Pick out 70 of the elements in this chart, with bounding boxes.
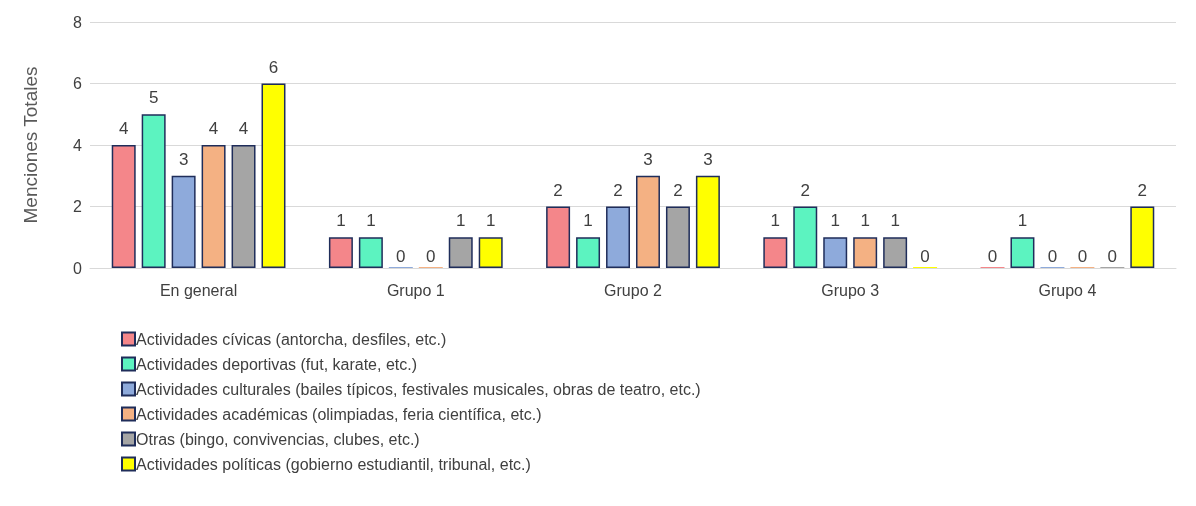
legend-label: Actividades políticas (gobierno estudiantil, tribunal, etc.)	[136, 455, 531, 473]
bar	[448, 237, 473, 268]
data-label: 1	[366, 211, 376, 231]
legend-label: Actividades culturales (bailes típicos, festivales musicales, obras de teatro, etc.)	[136, 380, 701, 398]
data-label: 1	[1017, 211, 1028, 231]
bar	[358, 237, 383, 268]
data-label: 3	[703, 149, 713, 169]
data-label: 1	[485, 211, 496, 231]
data-label: 2	[673, 180, 683, 200]
legend-label: Actividades cívicas (antorcha, desfiles, etc.)	[136, 330, 447, 348]
data-label: 3	[178, 149, 189, 169]
x-tick-label: Grupo 1	[386, 281, 445, 299]
bar	[793, 206, 818, 268]
bar	[171, 175, 196, 268]
data-label: 2	[613, 180, 623, 200]
bar	[328, 237, 353, 268]
y-axis-title: Menciones Totales	[20, 66, 41, 224]
x-tick-label: Grupo 2	[604, 281, 663, 299]
x-tick-label: Grupo 4	[1038, 281, 1097, 299]
bar	[201, 145, 226, 268]
data-label: 2	[553, 180, 563, 200]
bar	[695, 175, 720, 268]
data-label: 5	[148, 88, 159, 108]
y-tick-label: 6	[73, 75, 83, 92]
bar	[636, 175, 660, 268]
data-label: 0	[1077, 247, 1088, 266]
legend-label: Actividades académicas (olimpiadas, feria científica, etc.)	[136, 405, 542, 423]
bar	[261, 83, 286, 268]
bar	[606, 206, 630, 268]
x-tick-label: En general	[159, 281, 238, 299]
y-tick-label: 0	[73, 259, 83, 277]
data-label: 3	[643, 149, 653, 169]
x-tick-label: Grupo 3	[821, 281, 880, 299]
y-tick-label: 2	[73, 198, 83, 215]
data-label: 1	[583, 211, 593, 231]
data-label: 2	[1137, 180, 1148, 200]
bar	[1010, 237, 1035, 268]
data-label: 2	[800, 180, 810, 200]
legend-label: Otras (bingo, convivencias, clubes, etc.)	[136, 430, 420, 448]
bar	[478, 237, 503, 268]
bar	[111, 145, 136, 268]
bar	[1130, 206, 1155, 268]
data-label: 4	[118, 119, 129, 138]
data-label: 0	[426, 247, 436, 266]
bar	[763, 237, 788, 268]
data-label: 1	[770, 211, 781, 231]
bar	[231, 145, 256, 268]
data-label: 1	[336, 211, 346, 231]
y-tick-label: 8	[73, 13, 83, 31]
data-label: 0	[1107, 247, 1118, 266]
data-label: 4	[208, 119, 219, 138]
data-label: 6	[268, 57, 279, 77]
legend-label: Actividades deportivas (fut, karate, etc.)	[136, 355, 418, 373]
data-label: 0	[1047, 247, 1058, 266]
data-label: 1	[830, 211, 840, 231]
data-label: 1	[456, 211, 466, 231]
bar	[576, 237, 601, 268]
bar	[853, 237, 878, 268]
data-label: 4	[238, 119, 249, 138]
bar	[546, 206, 571, 268]
bar	[883, 237, 908, 268]
bar	[665, 206, 690, 268]
data-label: 0	[920, 247, 930, 266]
bar	[141, 114, 166, 268]
data-label: 0	[396, 247, 406, 266]
data-label: 0	[987, 247, 998, 266]
data-label: 1	[860, 211, 870, 231]
data-label: 1	[890, 211, 900, 231]
y-tick-label: 4	[73, 136, 83, 154]
bar	[823, 237, 848, 268]
